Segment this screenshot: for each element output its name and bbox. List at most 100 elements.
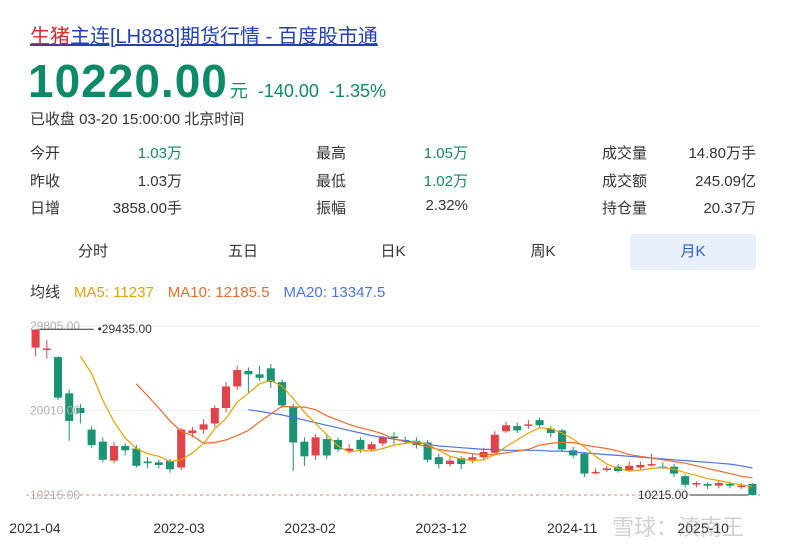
candle-body — [580, 453, 589, 474]
tab-intraday[interactable]: 分时 — [77, 243, 108, 260]
stat-value: 1.03万 — [137, 173, 182, 190]
candle-body — [737, 485, 746, 488]
ma10-line — [135, 383, 753, 479]
candle-body — [367, 444, 376, 450]
x-tick-label: 2024-11 — [547, 520, 598, 536]
candle-body — [289, 406, 298, 443]
stat-label: 日增 — [30, 200, 61, 217]
market-status: 已收盘 03-20 15:00:00 北京时间 — [30, 111, 245, 128]
candle-body — [143, 461, 152, 464]
candle-body — [188, 430, 197, 434]
x-tick-label: 2021-04 — [9, 520, 61, 536]
candle-body — [457, 458, 466, 465]
title-text: 主连[LH888]期货行情 - 百度股市通 — [70, 26, 378, 48]
candle-body — [177, 429, 186, 468]
stat-low: 最低 1.02万 — [316, 170, 468, 190]
stat-label: 今开 — [30, 145, 61, 162]
candle-body — [501, 425, 511, 432]
tab-five-day[interactable]: 五日 — [227, 243, 258, 260]
stat-label: 振幅 — [316, 200, 347, 217]
stat-value: 1.03万 — [137, 145, 182, 162]
stat-label: 成交量 — [602, 145, 648, 162]
watermark: 雪球：滇南王 — [612, 515, 745, 540]
candle-body — [165, 460, 175, 470]
ma5-value: MA5: 11237 — [74, 284, 154, 301]
stat-high: 最高 1.05万 — [316, 142, 468, 162]
candle-body — [625, 465, 634, 471]
candle-body — [445, 460, 455, 465]
stat-value: 3858.00手 — [112, 200, 182, 217]
stat-value: 20.37万 — [703, 200, 756, 217]
stat-value: 1.02万 — [423, 173, 468, 190]
stat-label: 最低 — [316, 173, 347, 190]
candlestick-chart[interactable]: 29805.00 20010.00 10215.00 •29435.00 10215.0… — [0, 308, 800, 551]
ma-legend: 均线 MA5: 11237 MA10: 12185.5 MA20: 13347.5 — [30, 281, 399, 302]
candle-body — [221, 386, 231, 408]
title-commodity: 生猪 — [30, 26, 70, 48]
candle-body — [311, 437, 320, 456]
ma20-line — [248, 409, 753, 469]
ma20-value: MA20: 13347.5 — [283, 284, 386, 301]
y-tick-label: 10215.00 — [30, 488, 80, 502]
y-tick-label: 20010.00 — [30, 404, 80, 418]
candle-body — [53, 357, 63, 398]
candle-body — [513, 426, 522, 431]
candle-body — [132, 448, 141, 466]
candle-body — [121, 445, 130, 451]
stat-value: 1.05万 — [423, 145, 468, 162]
candle-body — [154, 462, 163, 465]
candle-body — [98, 441, 107, 460]
candle-body — [244, 370, 253, 375]
candle-body — [647, 464, 656, 466]
candle-body — [277, 382, 287, 406]
stat-prev-close: 昨收 1.03万 — [30, 170, 182, 190]
price-row: 10220.00 元 -140.00 -1.35% — [28, 54, 386, 108]
x-tick-label: 2023-12 — [415, 520, 467, 536]
page-title[interactable]: 生猪主连[LH888]期货行情 - 百度股市通 — [30, 20, 378, 49]
price-change: -140.00 — [257, 81, 319, 101]
stat-open: 今开 1.03万 — [30, 142, 182, 162]
candle-body — [31, 329, 40, 348]
stat-label: 持仓量 — [602, 200, 648, 217]
candle-body — [591, 471, 600, 474]
tab-weekly-k[interactable]: 周K — [530, 243, 556, 260]
candle-body — [557, 430, 567, 450]
x-tick-label: 2025-10 — [678, 520, 730, 536]
tab-daily-k[interactable]: 日K — [380, 243, 406, 260]
ma5-line — [79, 355, 753, 488]
tab-monthly-k[interactable]: 月K — [630, 234, 756, 270]
stat-turnover: 成交额 245.09亿 — [602, 170, 756, 190]
ma-legend-label: 均线 — [30, 284, 61, 301]
candle-body — [535, 420, 544, 426]
candle-body — [255, 374, 264, 378]
ma10-value: MA10: 12185.5 — [167, 284, 270, 301]
candle-body — [434, 457, 443, 465]
x-tick-label: 2023-02 — [284, 520, 336, 536]
stat-label: 昨收 — [30, 173, 61, 190]
candle-body — [490, 434, 499, 453]
candle-body — [109, 445, 119, 461]
stat-value: 245.09亿 — [695, 173, 756, 190]
stat-label: 最高 — [316, 145, 347, 162]
candle-body — [378, 437, 387, 444]
candle-body — [703, 483, 712, 486]
candle-body — [681, 476, 690, 485]
max-price-label: •29435.00 — [98, 322, 153, 336]
candle-body — [546, 428, 555, 434]
candle-body — [636, 464, 645, 468]
stat-volume: 成交量 14.80万手 — [602, 142, 756, 162]
stat-value: 2.32% — [425, 197, 468, 214]
stat-amplitude: 振幅 2.32% — [316, 197, 468, 217]
stat-label: 成交额 — [602, 173, 648, 190]
candle-body — [322, 439, 331, 456]
candle-body — [725, 483, 735, 486]
candle-body — [748, 483, 757, 495]
candle-body — [692, 483, 701, 485]
candle-body — [76, 407, 85, 414]
candle-body — [356, 439, 365, 450]
last-price: 10220.00 — [28, 55, 228, 107]
candle-body — [389, 436, 399, 439]
stat-daily-increase: 日增 3858.00手 — [30, 197, 182, 217]
candle-body — [233, 370, 242, 387]
candle-body — [714, 483, 723, 486]
